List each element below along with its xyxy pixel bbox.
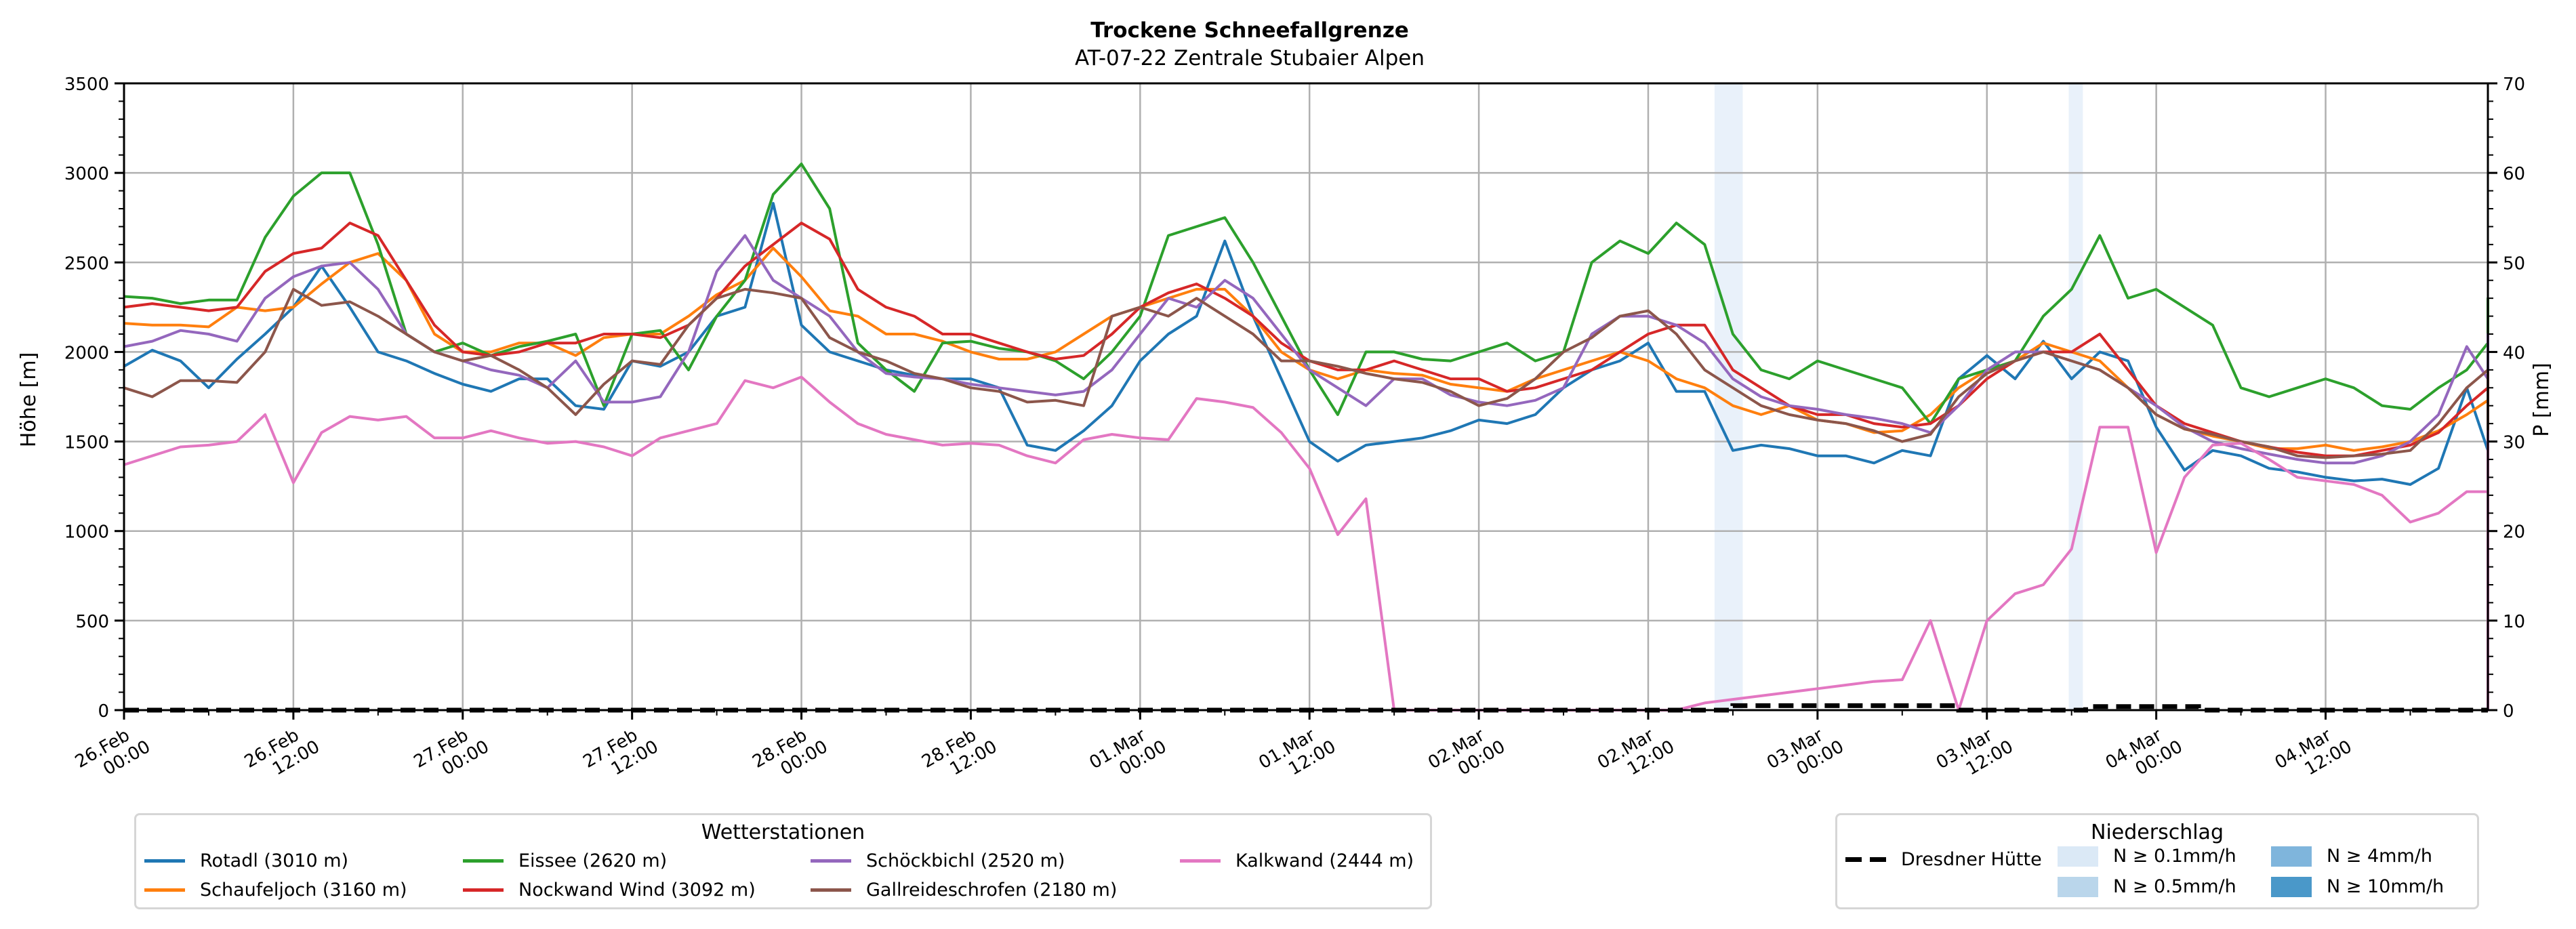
legend-swatch <box>2271 876 2312 897</box>
legend-swatch <box>463 859 504 863</box>
y-tick-label: 500 <box>75 612 109 632</box>
y-tick-label-right: 0 <box>2503 701 2514 722</box>
legend-item: N ≥ 0.5mm/h <box>2058 876 2236 897</box>
legend-swatch <box>2271 846 2312 867</box>
y-tick-label-right: 10 <box>2503 612 2525 632</box>
legend-item: Rotadl (3010 m) <box>144 850 348 871</box>
y-tick-label: 1500 <box>64 433 109 453</box>
precip-line <box>124 703 2488 713</box>
legend-item: Eissee (2620 m) <box>463 850 667 871</box>
legend-item: Dresdner Hütte <box>1845 849 2042 870</box>
legend-item: Gallreideschrofen (2180 m) <box>811 880 1117 901</box>
legend-item: N ≥ 4mm/h <box>2271 846 2432 867</box>
chart-subtitle: AT-07-22 Zentrale Stubaier Alpen <box>1075 46 1425 70</box>
series-line-6 <box>123 375 2489 711</box>
legend-swatch <box>1845 857 1886 862</box>
legend-swatch <box>144 888 185 892</box>
x-tick-label: 28.Feb12:00 <box>918 719 1000 790</box>
chart-title: Trockene Schneefallgrenze <box>1090 18 1409 43</box>
grid <box>124 83 2488 710</box>
plot-frame <box>123 82 2489 711</box>
legend-swatch <box>2058 846 2098 867</box>
x-tick-label: 26.Feb12:00 <box>241 719 323 790</box>
y-tick-label: 2000 <box>64 343 109 363</box>
precip-bands <box>1714 83 2083 710</box>
y-tick-label: 1000 <box>64 522 109 543</box>
y-tick-label: 2500 <box>64 253 109 274</box>
y-tick-label-right: 70 <box>2503 75 2525 95</box>
series-line-2 <box>123 162 2489 443</box>
x-tick-label: 01.Mar00:00 <box>1086 719 1170 791</box>
legend-item: N ≥ 0.1mm/h <box>2058 846 2236 867</box>
x-tick-label: 03.Mar00:00 <box>1763 719 1847 791</box>
legend-item: Schaufeljoch (3160 m) <box>144 880 407 901</box>
legend-swatch <box>811 859 851 863</box>
legend-item: Nockwand Wind (3092 m) <box>463 880 756 901</box>
y-axis-label-right: P [mm] <box>2530 363 2554 436</box>
series-lines <box>123 162 2489 711</box>
x-tick-label: 03.Mar12:00 <box>1933 719 2017 791</box>
x-tick-label: 02.Mar12:00 <box>1594 719 1678 791</box>
legend-swatch <box>144 859 185 863</box>
x-tick-label: 26.Feb00:00 <box>72 719 154 790</box>
y-tick-label: 3000 <box>64 164 109 184</box>
legend-precip: Niederschlag Dresdner Hütte N ≥ 0.1mm/h … <box>1835 813 2479 909</box>
y-tick-label-right: 60 <box>2503 164 2525 184</box>
y-axis-label: Höhe [m] <box>17 352 41 448</box>
y-tick-label-right: 50 <box>2503 253 2525 274</box>
legend-swatch <box>811 888 851 892</box>
x-tick-label: 27.Feb00:00 <box>411 719 493 790</box>
x-tick-label: 27.Feb12:00 <box>579 719 661 790</box>
precip-band <box>2068 83 2083 710</box>
legend-swatch <box>1180 859 1221 863</box>
legend-swatch <box>463 888 504 892</box>
x-tick-label: 28.Feb00:00 <box>749 719 831 790</box>
x-tick-label: 04.Mar00:00 <box>2102 719 2186 791</box>
x-tick-label: 02.Mar00:00 <box>1425 719 1509 791</box>
y-tick-label-right: 40 <box>2503 343 2525 363</box>
legend-item: Schöckbichl (2520 m) <box>811 850 1065 871</box>
y-tick-label: 3500 <box>64 75 109 95</box>
legend-stations-title: Wetterstationen <box>701 821 865 844</box>
legend-swatch <box>2058 876 2098 897</box>
y-tick-label-right: 30 <box>2503 433 2525 453</box>
y-tick-label-right: 20 <box>2503 522 2525 543</box>
precip-line-dresdner-huette <box>124 703 2488 713</box>
legend-item: Kalkwand (2444 m) <box>1180 850 1414 871</box>
legend-item: N ≥ 10mm/h <box>2271 876 2444 897</box>
x-tick-label: 04.Mar12:00 <box>2272 719 2356 791</box>
x-tick-label: 01.Mar12:00 <box>1255 719 1339 791</box>
legend-stations: Wetterstationen Rotadl (3010 m) Schaufel… <box>134 813 1432 909</box>
legend-precip-title: Niederschlag <box>2091 821 2224 844</box>
y-tick-label: 0 <box>98 701 109 722</box>
